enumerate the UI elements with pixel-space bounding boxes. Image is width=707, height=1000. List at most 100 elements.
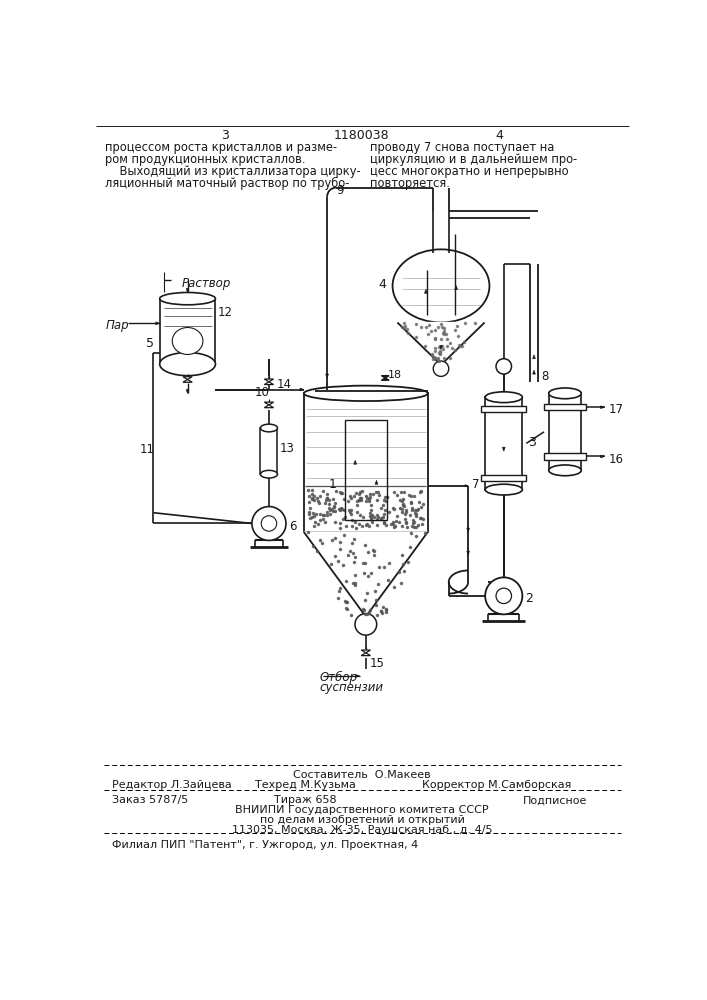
Text: 6: 6	[289, 520, 297, 533]
Ellipse shape	[304, 386, 428, 401]
Text: 14: 14	[276, 378, 292, 391]
Polygon shape	[503, 447, 505, 451]
Polygon shape	[381, 378, 389, 380]
Polygon shape	[361, 653, 370, 656]
Text: 113035, Москва, Ж-35, Раушская наб., д. 4/5: 113035, Москва, Ж-35, Раушская наб., д. …	[232, 825, 492, 835]
Bar	[481, 475, 526, 481]
Text: Редактор Л.Зайцева: Редактор Л.Зайцева	[112, 780, 231, 790]
Text: 15: 15	[370, 657, 385, 670]
Text: цесс многократно и непрерывно: цесс многократно и непрерывно	[370, 165, 568, 178]
Text: 4: 4	[379, 278, 387, 291]
Circle shape	[261, 516, 276, 531]
Ellipse shape	[160, 353, 216, 376]
Circle shape	[496, 588, 512, 604]
Polygon shape	[264, 382, 274, 385]
Text: 9: 9	[337, 184, 344, 197]
Polygon shape	[183, 377, 192, 379]
Bar	[260, 428, 277, 474]
Text: процессом роста кристаллов и разме-: процессом роста кристаллов и разме-	[105, 141, 337, 154]
Text: суспензии: суспензии	[320, 681, 383, 694]
Circle shape	[252, 507, 286, 540]
Text: Отбор: Отбор	[320, 671, 358, 684]
Polygon shape	[264, 379, 274, 382]
Polygon shape	[440, 346, 443, 349]
Text: 1180038: 1180038	[334, 129, 390, 142]
Ellipse shape	[485, 392, 522, 403]
Text: Выходящий из кристаллизатора цирку-: Выходящий из кристаллизатора цирку-	[105, 165, 361, 178]
Polygon shape	[264, 382, 274, 385]
Polygon shape	[397, 323, 484, 365]
Ellipse shape	[160, 292, 216, 305]
Polygon shape	[304, 532, 428, 617]
Polygon shape	[361, 650, 370, 653]
Bar	[544, 404, 586, 410]
Text: 3: 3	[221, 129, 228, 142]
Text: ВНИИПИ Государственного комитета СССР: ВНИИПИ Государственного комитета СССР	[235, 805, 489, 815]
Text: 18: 18	[387, 370, 402, 380]
Text: циркуляцию и в дальнейшем про-: циркуляцию и в дальнейшем про-	[370, 153, 577, 166]
Text: 4: 4	[495, 129, 503, 142]
Text: 11: 11	[139, 443, 155, 456]
Bar	[544, 453, 586, 460]
Text: 17: 17	[609, 403, 624, 416]
Text: 16: 16	[609, 453, 624, 466]
Bar	[481, 406, 526, 412]
Polygon shape	[381, 376, 389, 378]
Text: 7: 7	[472, 478, 479, 491]
Text: ляционный маточный раствор по трубо-: ляционный маточный раствор по трубо-	[105, 177, 350, 190]
Ellipse shape	[260, 424, 277, 432]
Bar	[160, 299, 216, 364]
Text: 13: 13	[280, 442, 295, 455]
Text: по делам изобретений и открытий: по делам изобретений и открытий	[259, 815, 464, 825]
Polygon shape	[264, 405, 274, 408]
Text: Раствор: Раствор	[182, 277, 230, 290]
Polygon shape	[601, 406, 604, 409]
Ellipse shape	[260, 470, 277, 478]
Bar	[549, 393, 581, 470]
Polygon shape	[375, 480, 378, 484]
Text: Заказ 5787/5: Заказ 5787/5	[112, 795, 188, 805]
Text: 12: 12	[218, 306, 233, 319]
Polygon shape	[183, 379, 192, 382]
Text: 5: 5	[146, 337, 153, 350]
Text: Подписное: Подписное	[522, 795, 587, 805]
Polygon shape	[156, 322, 160, 325]
Bar	[304, 393, 428, 532]
Polygon shape	[300, 388, 304, 391]
Polygon shape	[356, 675, 360, 677]
Text: Корректор М.Самборская: Корректор М.Самборская	[421, 780, 571, 790]
Polygon shape	[601, 455, 604, 458]
Polygon shape	[186, 389, 189, 393]
Ellipse shape	[485, 484, 522, 495]
Circle shape	[485, 577, 522, 614]
Polygon shape	[264, 402, 274, 405]
Circle shape	[433, 361, 449, 376]
Text: Филиал ПИП "Патент", г. Ужгород, ул. Проектная, 4: Филиал ПИП "Патент", г. Ужгород, ул. Про…	[112, 840, 418, 850]
Polygon shape	[532, 355, 535, 359]
Text: Пар: Пар	[105, 319, 129, 332]
Circle shape	[355, 614, 377, 635]
Polygon shape	[264, 379, 274, 382]
Polygon shape	[183, 379, 192, 382]
Polygon shape	[183, 377, 192, 379]
Polygon shape	[467, 528, 469, 532]
Text: проводу 7 снова поступает на: проводу 7 снова поступает на	[370, 141, 554, 154]
Text: 10: 10	[255, 386, 269, 399]
Polygon shape	[326, 374, 329, 378]
Text: 8: 8	[542, 370, 549, 383]
Text: ром продукционных кристаллов.: ром продукционных кристаллов.	[105, 153, 306, 166]
Circle shape	[496, 359, 512, 374]
Polygon shape	[361, 653, 370, 656]
Polygon shape	[424, 289, 427, 293]
Polygon shape	[354, 460, 356, 464]
Text: Техред М.Кузьма: Техред М.Кузьма	[255, 780, 356, 790]
Polygon shape	[264, 405, 274, 408]
Bar	[485, 397, 522, 490]
Text: Составитель  О.Макеев: Составитель О.Макеев	[293, 770, 431, 780]
Text: 3: 3	[529, 436, 537, 449]
Polygon shape	[467, 551, 469, 555]
Ellipse shape	[392, 249, 489, 323]
Text: повторяется.: повторяется.	[370, 177, 450, 190]
Polygon shape	[532, 370, 535, 374]
Text: 2: 2	[525, 592, 533, 605]
